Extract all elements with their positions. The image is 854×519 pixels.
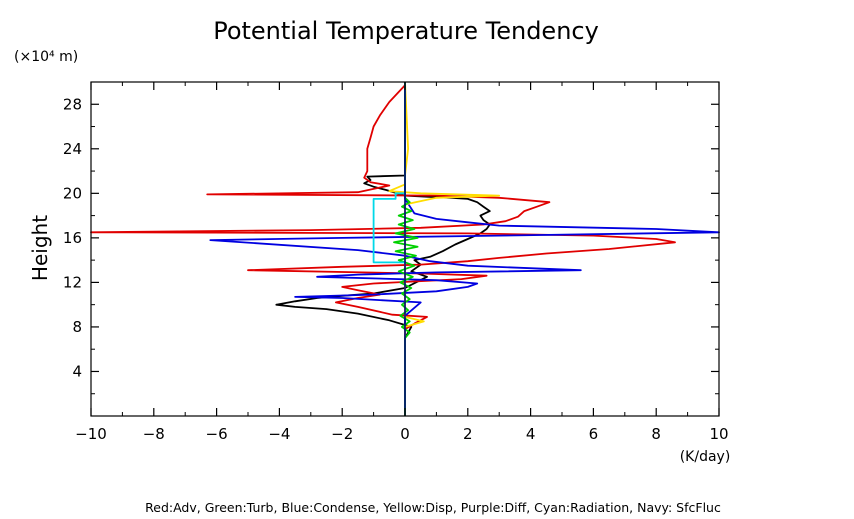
y-tick-label: 16 — [63, 229, 82, 247]
x-tick-label: 4 — [526, 425, 536, 443]
series-line-blue — [209, 82, 720, 416]
x-tick-label: −4 — [268, 425, 290, 443]
x-tick-label: −10 — [75, 425, 107, 443]
chart-title: Potential Temperature Tendency — [213, 17, 599, 45]
legend-text: Red:Adv, Green:Turb, Blue:Condense, Yell… — [145, 500, 721, 515]
y-tick-label: 24 — [63, 140, 82, 158]
y-tick-label: 4 — [72, 362, 82, 380]
series-layer — [90, 81, 720, 416]
series-line-black — [275, 82, 491, 416]
y-tick-label: 8 — [72, 318, 82, 336]
x-tick-label: 2 — [463, 425, 473, 443]
series-line-green — [393, 82, 419, 416]
y-axis-label: Height — [28, 215, 52, 281]
y-tick-label: 12 — [63, 273, 82, 291]
x-tick-label: 8 — [651, 425, 661, 443]
x-tick-label: 0 — [400, 425, 410, 443]
x-tick-label: −2 — [331, 425, 353, 443]
x-axis-label: (K/day) — [680, 449, 731, 465]
x-tick-label: 10 — [709, 425, 728, 443]
x-tick-label: −6 — [206, 425, 228, 443]
y-tick-label: 20 — [63, 184, 82, 202]
x-tick-label: −8 — [143, 425, 165, 443]
y-axis-unit-label: (×10⁴ m) — [14, 49, 78, 65]
x-tick-label: 6 — [589, 425, 599, 443]
y-tick-label: 28 — [63, 95, 82, 113]
series-line-red — [90, 84, 676, 416]
series-line-cyan — [372, 192, 405, 264]
